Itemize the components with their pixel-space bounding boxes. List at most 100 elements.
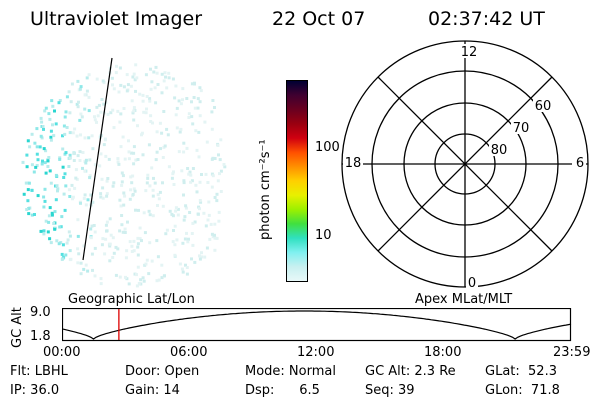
emission-pixel [28, 145, 32, 149]
emission-pixel [81, 151, 85, 154]
emission-pixel [207, 213, 211, 217]
emission-pixel [127, 282, 131, 286]
emission-pixel [130, 250, 134, 253]
emission-pixel [63, 115, 67, 119]
emission-pixel [198, 254, 201, 258]
emission-pixel [120, 223, 124, 227]
emission-pixel [88, 176, 92, 180]
seq-label: Seq: 39 [365, 383, 415, 398]
emission-pixel [106, 177, 110, 180]
emission-pixel [183, 215, 187, 219]
emission-pixel [152, 70, 156, 74]
emission-pixel [61, 243, 65, 247]
emission-pixel [116, 157, 120, 161]
emission-pixel [89, 227, 93, 231]
emission-pixel [167, 165, 171, 169]
emission-pixel [136, 265, 140, 269]
emission-pixel [65, 241, 69, 245]
emission-pixel [122, 203, 126, 207]
emission-pixel [53, 227, 57, 231]
emission-pixel [67, 165, 71, 168]
emission-pixel [181, 270, 185, 274]
emission-pixel [180, 267, 184, 271]
emission-pixel [27, 207, 31, 211]
emission-pixel [61, 134, 64, 138]
emission-pixel [114, 273, 118, 277]
emission-pixel [193, 260, 197, 264]
emission-pixel [40, 136, 44, 140]
emission-pixel [82, 244, 86, 248]
emission-pixel [122, 107, 126, 110]
gain-label: Gain: 14 [125, 383, 180, 398]
emission-pixel [51, 123, 54, 127]
emission-pixel [162, 79, 166, 83]
ip-label: IP: 36.0 [10, 383, 60, 398]
emission-pixel [216, 143, 220, 147]
glon-label: GLon: 71.8 [485, 383, 560, 398]
emission-pixel [75, 134, 79, 138]
emission-pixel [135, 76, 139, 80]
timeline-ymin: 1.8 [30, 329, 51, 344]
emission-pixel [213, 236, 217, 240]
emission-pixel [186, 167, 190, 170]
timeline-xtick-4: 23:59 [553, 345, 591, 360]
emission-pixel [172, 170, 175, 174]
emission-pixel [61, 147, 65, 151]
emission-pixel [159, 147, 162, 151]
mlt-label-18: 18 [345, 156, 362, 171]
emission-pixel [179, 127, 183, 131]
emission-pixel [102, 102, 106, 106]
emission-pixel [95, 120, 98, 124]
emission-pixel [93, 230, 97, 234]
emission-pixel [164, 232, 168, 236]
emission-pixel [202, 211, 206, 215]
colorbar-tick-100: 100 [315, 140, 340, 155]
emission-pixel [194, 129, 198, 133]
emission-pixel [69, 100, 73, 104]
emission-pixel [101, 196, 105, 200]
emission-pixel [145, 181, 149, 185]
emission-pixel [197, 155, 201, 159]
emission-pixel [206, 218, 210, 222]
colorbar [286, 80, 308, 282]
emission-pixel [50, 213, 54, 217]
emission-pixel [39, 229, 43, 233]
emission-pixel [138, 237, 142, 241]
emission-pixel [200, 173, 203, 176]
emission-pixel [102, 81, 106, 85]
emission-pixel [158, 190, 162, 194]
emission-pixel [79, 112, 83, 116]
emission-pixel [145, 107, 148, 111]
emission-pixel [109, 111, 113, 115]
emission-pixel [93, 115, 96, 119]
emission-pixel [100, 177, 104, 181]
emission-pixel [79, 272, 83, 276]
emission-pixel [88, 174, 92, 178]
emission-pixel [128, 240, 132, 244]
emission-pixel [79, 261, 83, 265]
emission-pixel [147, 272, 151, 276]
emission-pixel [76, 154, 80, 158]
door-label: Door: Open [125, 364, 200, 379]
emission-pixel [42, 205, 46, 209]
emission-pixel [185, 231, 188, 235]
emission-pixel [161, 204, 165, 208]
emission-pixel [75, 102, 79, 106]
emission-pixel [33, 213, 36, 216]
emission-pixel [153, 86, 157, 90]
emission-pixel [40, 120, 44, 124]
emission-pixel [211, 174, 215, 178]
emission-pixel [174, 206, 178, 210]
emission-pixel [191, 243, 195, 247]
emission-pixel [85, 89, 89, 93]
emission-pixel [197, 205, 201, 209]
emission-pixel [68, 156, 72, 160]
emission-pixel [123, 194, 127, 198]
emission-pixel [91, 147, 95, 151]
emission-pixel [132, 109, 136, 113]
emission-pixel [52, 222, 56, 225]
emission-pixel [44, 219, 48, 223]
emission-pixel [27, 212, 31, 216]
emission-pixel [49, 135, 53, 139]
emission-pixel [172, 229, 175, 232]
